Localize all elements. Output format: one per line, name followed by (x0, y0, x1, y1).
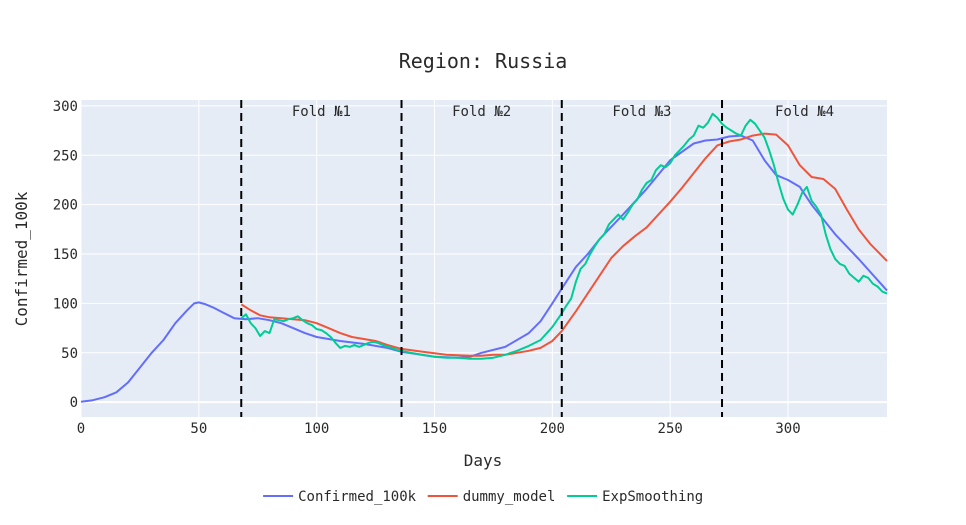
y-tick-label: 0 (70, 395, 78, 411)
legend-label: ExpSmoothing (602, 489, 703, 505)
plot-background (81, 100, 887, 417)
x-tick-labels: 0 50 100 150 200 250 300 (77, 421, 801, 437)
legend-label: Confirmed_100k (298, 489, 417, 505)
series-line-dummy-model (240, 132, 888, 357)
x-tick-label: 150 (422, 421, 447, 437)
y-tick-label: 200 (53, 198, 78, 214)
chart-title: Region: Russia (399, 49, 568, 73)
x-tick-label: 100 (304, 421, 329, 437)
fold-split-lines (240, 100, 724, 417)
fold-label: Fold №4 (775, 104, 834, 120)
plot-area (81, 100, 887, 417)
y-tick-label: 50 (61, 346, 78, 362)
y-tick-label: 300 (53, 99, 78, 115)
x-axis-title: Days (464, 451, 503, 470)
fold-label: Fold №2 (452, 104, 511, 120)
legend[interactable]: Confirmed_100k dummy_model ExpSmoothing (263, 489, 703, 505)
grid-lines (80, 100, 887, 417)
legend-label: dummy_model (463, 489, 556, 505)
x-tick-label: 300 (775, 421, 800, 437)
series-line-expsmoothing (240, 112, 888, 360)
legend-item-dummy-model[interactable]: dummy_model (427, 489, 556, 505)
y-tick-label: 250 (53, 148, 78, 164)
x-tick-label: 250 (658, 421, 683, 437)
y-tick-label: 150 (53, 247, 78, 263)
fold-label: Fold №1 (292, 104, 351, 120)
y-tick-label: 100 (53, 296, 78, 312)
legend-item-expsmoothing[interactable]: ExpSmoothing (567, 489, 703, 505)
y-tick-labels: 0 50 100 150 200 250 300 (53, 99, 78, 411)
y-axis-title: Confirmed_100k (12, 191, 31, 326)
x-tick-label: 50 (190, 421, 207, 437)
x-tick-label: 200 (540, 421, 565, 437)
series-lines (80, 112, 888, 403)
fold-label: Fold №3 (612, 104, 671, 120)
legend-item-confirmed-100k[interactable]: Confirmed_100k (263, 489, 417, 505)
fold-labels: Fold №1 Fold №2 Fold №3 Fold №4 (292, 104, 834, 120)
x-tick-label: 0 (77, 421, 85, 437)
